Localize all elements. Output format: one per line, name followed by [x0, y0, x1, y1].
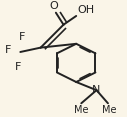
Text: F: F [15, 62, 21, 72]
Text: OH: OH [77, 5, 95, 15]
Text: F: F [4, 45, 11, 55]
Text: F: F [18, 32, 25, 42]
Text: N: N [92, 85, 101, 95]
Text: Me: Me [74, 105, 89, 115]
Text: O: O [50, 1, 58, 11]
Text: Me: Me [102, 105, 116, 115]
